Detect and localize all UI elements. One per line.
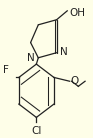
Text: Cl: Cl [31, 126, 42, 136]
Text: N: N [60, 47, 68, 57]
Text: O: O [71, 76, 79, 86]
Text: OH: OH [69, 8, 85, 18]
Text: F: F [3, 65, 8, 75]
Text: N: N [27, 53, 34, 63]
